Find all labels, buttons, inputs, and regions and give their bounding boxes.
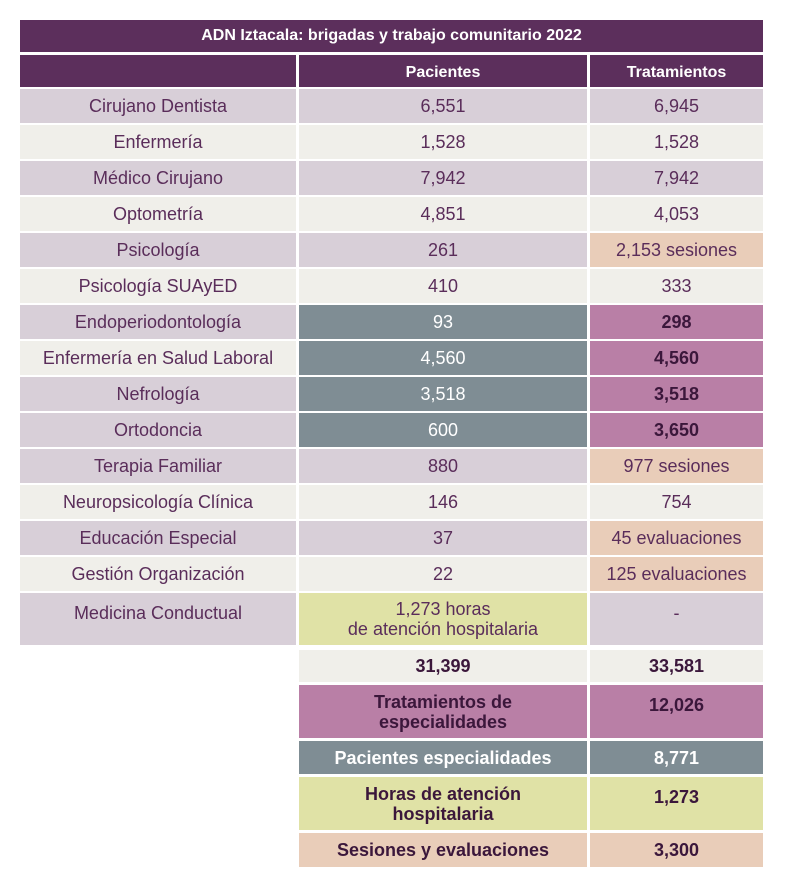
- row-pacientes: 1,528: [299, 125, 587, 159]
- row-tratamientos: 3,518: [590, 377, 763, 411]
- header-label-col: [20, 55, 296, 87]
- summary-row: Tratamientos de especialidades 12,026: [0, 685, 788, 738]
- row-label: Psicología: [20, 233, 296, 267]
- header-tratamientos: Tratamientos: [590, 55, 763, 87]
- row-pacientes: 4,851: [299, 197, 587, 231]
- row-label: Psicología SUAyED: [20, 269, 296, 303]
- table-row: Neuropsicología Clínica 146 754: [0, 485, 788, 519]
- table-row: Medicina Conductual 1,273 horas de atenc…: [0, 593, 788, 645]
- row-tratamientos: 3,650: [590, 413, 763, 447]
- total-tratamientos: 33,581: [590, 650, 763, 682]
- summary-value: 1,273: [590, 777, 763, 830]
- summary-label: Tratamientos de especialidades: [299, 685, 587, 738]
- row-pacientes: 6,551: [299, 89, 587, 123]
- row-pacientes: 146: [299, 485, 587, 519]
- row-label: Neuropsicología Clínica: [20, 485, 296, 519]
- row-pacientes: 880: [299, 449, 587, 483]
- summary-row: Pacientes especialidades 8,771: [0, 741, 788, 774]
- summary-label-line2: especialidades: [378, 711, 508, 732]
- row-tratamientos: -: [590, 593, 763, 645]
- row-pacientes: 1,273 horas de atención hospitalaria: [299, 593, 587, 645]
- row-tratamientos: 4,053: [590, 197, 763, 231]
- row-pacientes: 93: [299, 305, 587, 339]
- summary-value: 8,771: [590, 741, 763, 774]
- table-row: Terapia Familiar 880 977 sesiones: [0, 449, 788, 483]
- row-pacientes: 410: [299, 269, 587, 303]
- row-pacientes: 37: [299, 521, 587, 555]
- table-row: Psicología SUAyED 410 333: [0, 269, 788, 303]
- table-row: Nefrología 3,518 3,518: [0, 377, 788, 411]
- row-tratamientos: 333: [590, 269, 763, 303]
- row-pacientes: 7,942: [299, 161, 587, 195]
- row-pacientes: 4,560: [299, 341, 587, 375]
- row-tratamientos: 7,942: [590, 161, 763, 195]
- row-label: Ortodoncia: [20, 413, 296, 447]
- row-pacientes-line1: 1,273 horas: [395, 599, 491, 619]
- row-pacientes: 261: [299, 233, 587, 267]
- row-pacientes: 22: [299, 557, 587, 591]
- row-label: Medicina Conductual: [20, 593, 296, 645]
- table-row: Endoperiodontología 93 298: [0, 305, 788, 339]
- summary-label-line1: Horas de atención: [364, 783, 522, 804]
- row-tratamientos: 2,153 sesiones: [590, 233, 763, 267]
- row-tratamientos: 4,560: [590, 341, 763, 375]
- row-pacientes: 600: [299, 413, 587, 447]
- table-row: Médico Cirujano 7,942 7,942: [0, 161, 788, 195]
- summary-value: 3,300: [590, 833, 763, 867]
- row-tratamientos: 977 sesiones: [590, 449, 763, 483]
- table-title: ADN Iztacala: brigadas y trabajo comunit…: [20, 20, 763, 52]
- table-row: Educación Especial 37 45 evaluaciones: [0, 521, 788, 555]
- row-label: Enfermería: [20, 125, 296, 159]
- table-row: Enfermería en Salud Laboral 4,560 4,560: [0, 341, 788, 375]
- summary-label: Pacientes especialidades: [299, 741, 587, 774]
- summary-value: 12,026: [590, 685, 763, 738]
- row-tratamientos: 1,528: [590, 125, 763, 159]
- row-tratamientos: 6,945: [590, 89, 763, 123]
- totals-row: 31,399 33,581: [0, 650, 788, 682]
- row-label: Optometría: [20, 197, 296, 231]
- table-row: Enfermería 1,528 1,528: [0, 125, 788, 159]
- summary-row: Sesiones y evaluaciones 3,300: [0, 833, 788, 867]
- summary-label: Horas de atención hospitalaria: [299, 777, 587, 830]
- table-row: Optometría 4,851 4,053: [0, 197, 788, 231]
- table-row: Gestión Organización 22 125 evaluaciones: [0, 557, 788, 591]
- row-label: Terapia Familiar: [20, 449, 296, 483]
- table-row: Cirujano Dentista 6,551 6,945: [0, 89, 788, 123]
- total-pacientes: 31,399: [299, 650, 587, 682]
- row-label: Enfermería en Salud Laboral: [20, 341, 296, 375]
- row-label: Gestión Organización: [20, 557, 296, 591]
- row-label: Nefrología: [20, 377, 296, 411]
- summary-label: Sesiones y evaluaciones: [299, 833, 587, 867]
- row-label: Cirujano Dentista: [20, 89, 296, 123]
- row-tratamientos: 45 evaluaciones: [590, 521, 763, 555]
- row-label: Médico Cirujano: [20, 161, 296, 195]
- summary-row: Horas de atención hospitalaria 1,273: [0, 777, 788, 830]
- summary-label-line1: Tratamientos de: [373, 691, 513, 712]
- row-pacientes-line2: de atención hospitalaria: [347, 619, 539, 639]
- summary-label-line2: hospitalaria: [392, 803, 494, 824]
- header-pacientes: Pacientes: [299, 55, 587, 87]
- row-tratamientos: 125 evaluaciones: [590, 557, 763, 591]
- row-pacientes: 3,518: [299, 377, 587, 411]
- row-label: Endoperiodontología: [20, 305, 296, 339]
- row-tratamientos: 298: [590, 305, 763, 339]
- row-label: Educación Especial: [20, 521, 296, 555]
- table-row: Psicología 261 2,153 sesiones: [0, 233, 788, 267]
- table-row: Ortodoncia 600 3,650: [0, 413, 788, 447]
- row-tratamientos: 754: [590, 485, 763, 519]
